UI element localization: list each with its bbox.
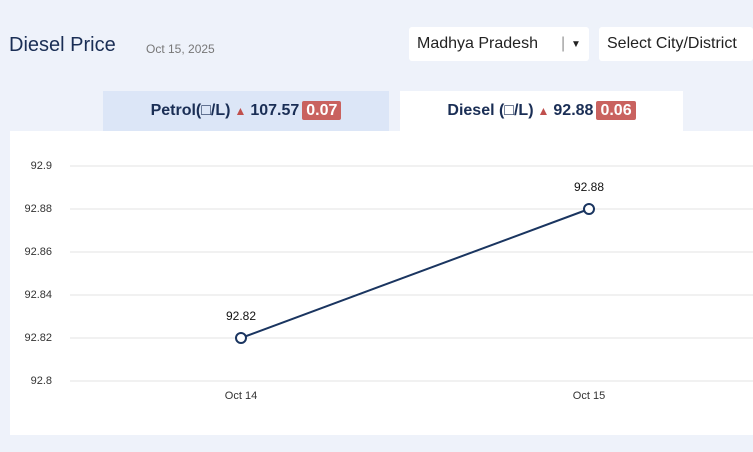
diesel-tab[interactable]: Diesel (□/L) ▲ 92.88 0.06 (400, 91, 683, 131)
y-tick-label: 92.9 (31, 160, 52, 172)
y-tick-label: 92.86 (24, 246, 52, 258)
petrol-tab[interactable]: Petrol(□/L) ▲ 107.57 0.07 (103, 91, 389, 131)
tab-change: 0.07 (302, 101, 342, 120)
y-tick-label: 92.88 (24, 203, 52, 215)
tab-price: 92.88 (553, 102, 594, 119)
page-title: Diesel Price (9, 34, 116, 56)
state-text: Madhya Pradesh (417, 35, 538, 52)
city-text: Select City/District (607, 35, 737, 52)
state-select[interactable]: Madhya Pradesh | ▼ (409, 27, 589, 61)
tab-change: 0.06 (596, 101, 636, 120)
y-tick-label: 92.8 (31, 375, 52, 387)
line (240, 208, 590, 339)
tab-label: Petrol(□/L) (150, 102, 231, 119)
city-select[interactable]: Select City/District (599, 27, 753, 61)
y-tick-label: 92.82 (24, 332, 52, 344)
y-tick-label: 92.84 (24, 289, 52, 301)
chart-panel (10, 131, 753, 435)
data-label: 92.82 (226, 309, 256, 323)
date: Oct 15, 2025 (146, 42, 215, 56)
point (235, 332, 247, 344)
data-label: 92.88 (574, 180, 604, 194)
point (583, 203, 595, 215)
tab-price: 107.57 (250, 102, 300, 119)
x-tick-label: Oct 14 (225, 390, 257, 402)
x-tick-label: Oct 15 (573, 390, 605, 402)
tab-label: Diesel (□/L) (447, 102, 534, 119)
